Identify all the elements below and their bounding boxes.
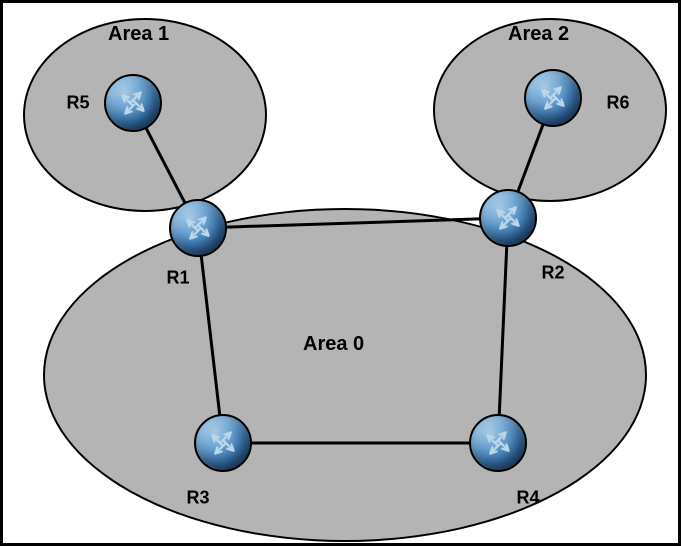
router-r6 bbox=[524, 69, 582, 127]
router-r3 bbox=[194, 414, 252, 472]
router-r6-label: R6 bbox=[606, 93, 629, 114]
router-arrows-icon bbox=[469, 414, 527, 472]
router-r4 bbox=[469, 414, 527, 472]
router-r5 bbox=[104, 74, 162, 132]
router-r1 bbox=[169, 199, 227, 257]
router-arrows-icon bbox=[169, 199, 227, 257]
router-arrows-icon bbox=[479, 189, 537, 247]
router-r2 bbox=[479, 189, 537, 247]
area-0-label: Area 0 bbox=[303, 333, 364, 356]
diagram-canvas: Area 0 Area 1 Area 2 R1 R2 R3 R4 R5 R6 bbox=[0, 0, 681, 546]
router-r5-label: R5 bbox=[66, 93, 89, 114]
router-arrows-icon bbox=[524, 69, 582, 127]
router-arrows-icon bbox=[194, 414, 252, 472]
area-2-label: Area 2 bbox=[508, 23, 569, 46]
router-r1-label: R1 bbox=[166, 268, 189, 289]
area-1-label: Area 1 bbox=[108, 23, 169, 46]
router-r3-label: R3 bbox=[186, 488, 209, 509]
router-r2-label: R2 bbox=[541, 263, 564, 284]
router-r4-label: R4 bbox=[516, 488, 539, 509]
area-0-ellipse bbox=[43, 208, 647, 542]
router-arrows-icon bbox=[104, 74, 162, 132]
